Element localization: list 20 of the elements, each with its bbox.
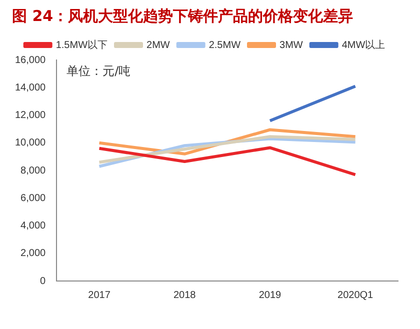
chart-title: 图 24：风机大型化趋势下铸件产品的价格变化差异 bbox=[12, 6, 354, 25]
legend-label: 3MW bbox=[280, 40, 304, 51]
annotation: 单位：元/吨 bbox=[66, 64, 131, 78]
legend-label: 2MW bbox=[146, 40, 170, 51]
legend-label: 1.5MW以下 bbox=[56, 38, 108, 51]
y-tick-label: 12,000 bbox=[14, 110, 46, 121]
y-tick-label: 16,000 bbox=[14, 54, 46, 66]
y-tick-label: 14,000 bbox=[14, 82, 46, 94]
y-tick-label: 2,000 bbox=[20, 248, 46, 260]
x-tick-label: 2019 bbox=[258, 290, 282, 301]
legend-label: 4MW以上 bbox=[342, 38, 386, 51]
y-tick-label: 8,000 bbox=[20, 165, 46, 176]
x-tick-label: 2018 bbox=[173, 290, 196, 301]
x-tick-label: 2020Q1 bbox=[338, 290, 374, 301]
x-tick-label: 2017 bbox=[88, 290, 111, 301]
legend-label: 2.5MW bbox=[208, 40, 242, 51]
y-tick-label: 6,000 bbox=[20, 192, 46, 204]
y-tick-label: 0 bbox=[40, 276, 46, 287]
y-tick-label: 10,000 bbox=[14, 138, 46, 149]
y-tick-label: 4,000 bbox=[20, 220, 46, 232]
